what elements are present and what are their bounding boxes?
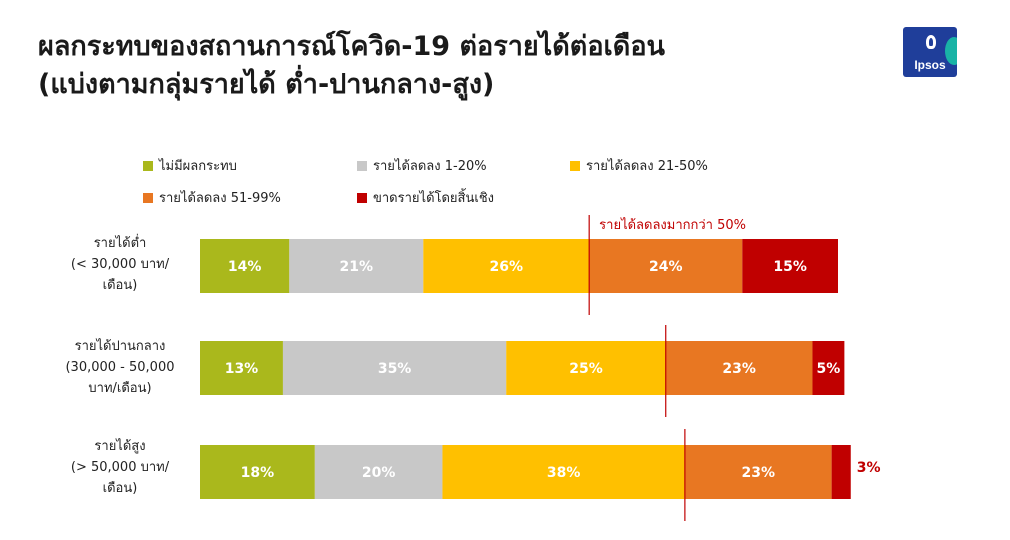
bar-segment-high-income-decrease-51-99 bbox=[684, 445, 832, 499]
data-label-high-income-decrease-51-99: 23% bbox=[741, 465, 775, 481]
bar-segment-high-income-decrease-21-50 bbox=[442, 445, 685, 499]
bar-segment-middle-income-no-income bbox=[812, 341, 845, 395]
category-label-middle-income: รายได้ปานกลาง (30,000 - 50,000 บาท/เดือน… bbox=[65, 339, 175, 396]
legend-swatch bbox=[143, 160, 153, 171]
logo-text: Ipsos bbox=[914, 58, 946, 72]
page-title: ผลกระทบของสถานการณ์โควิด-19 ต่อรายได้ต่อ… bbox=[38, 28, 858, 104]
bar-segment-low-income-decrease-21-50 bbox=[423, 239, 590, 293]
data-label-low-income-decrease-1-20: 21% bbox=[340, 259, 374, 275]
bar-segment-low-income-decrease-1-20 bbox=[289, 239, 424, 293]
legend-item-decrease-1-20: รายได้ลดลง 1-20% bbox=[357, 155, 487, 176]
legend-item-decrease-21-50: รายได้ลดลง 21-50% bbox=[570, 155, 708, 176]
data-label-middle-income-no-impact: 13% bbox=[225, 361, 259, 377]
bar-segment-high-income-decrease-1-20 bbox=[314, 445, 443, 499]
data-label-low-income-no-impact: 14% bbox=[228, 259, 262, 275]
legend-label: รายได้ลดลง 1-20% bbox=[373, 159, 487, 174]
data-label-high-income-no-impact: 18% bbox=[241, 465, 275, 481]
legend-label: รายได้ลดลง 51-99% bbox=[159, 191, 281, 206]
bar-segment-middle-income-decrease-21-50 bbox=[506, 341, 666, 395]
legend-item-decrease-51-99: รายได้ลดลง 51-99% bbox=[143, 187, 281, 208]
bar-segment-high-income-no-impact bbox=[200, 445, 315, 499]
bar-segment-high-income-no-income bbox=[831, 445, 851, 499]
title-line-2: (แบ่งตามกลุ่มรายได้ ต่ำ-ปานกลาง-สูง) bbox=[38, 69, 495, 100]
legend-item-no-impact: ไม่มีผลกระทบ bbox=[143, 155, 237, 176]
title-line-1: ผลกระทบของสถานการณ์โควิด-19 ต่อรายได้ต่อ… bbox=[38, 31, 665, 62]
legend-swatch bbox=[357, 192, 367, 203]
legend-swatch bbox=[143, 192, 153, 203]
data-label-low-income-no-income: 15% bbox=[773, 259, 807, 275]
annotation-label: รายได้ลดลงมากกว่า 50% bbox=[599, 217, 746, 233]
data-label-middle-income-decrease-1-20: 35% bbox=[378, 361, 412, 377]
legend-label: ไม่มีผลกระทบ bbox=[159, 159, 237, 174]
logo-accent-shape bbox=[945, 37, 957, 65]
bar-segment-low-income-no-income bbox=[742, 239, 838, 293]
logo-mark-icon bbox=[926, 35, 936, 49]
ipsos-logo: Ipsos bbox=[903, 27, 957, 77]
bar-segment-middle-income-no-impact bbox=[200, 341, 283, 395]
legend-swatch bbox=[570, 160, 580, 171]
category-label-low-income: รายได้ต่ำ (< 30,000 บาท/ เดือน) bbox=[70, 236, 170, 293]
bar-segment-low-income-no-impact bbox=[200, 239, 290, 293]
data-label-low-income-decrease-21-50: 26% bbox=[489, 259, 523, 275]
legend-label: รายได้ลดลง 21-50% bbox=[586, 159, 708, 174]
bar-segment-low-income-decrease-51-99 bbox=[589, 239, 743, 293]
bar-segment-middle-income-decrease-51-99 bbox=[665, 341, 813, 395]
data-label-high-income-no-income: 3% bbox=[857, 460, 881, 476]
data-label-high-income-decrease-1-20: 20% bbox=[362, 465, 396, 481]
data-label-high-income-decrease-21-50: 38% bbox=[547, 465, 581, 481]
data-label-middle-income-no-income: 5% bbox=[817, 361, 841, 377]
legend-label: ขาดรายได้โดยสิ้นเชิง bbox=[373, 191, 494, 206]
data-label-middle-income-decrease-51-99: 23% bbox=[722, 361, 756, 377]
data-label-middle-income-decrease-21-50: 25% bbox=[569, 361, 603, 377]
bar-segment-middle-income-decrease-1-20 bbox=[282, 341, 507, 395]
legend-item-no-income: ขาดรายได้โดยสิ้นเชิง bbox=[357, 187, 494, 208]
legend-swatch bbox=[357, 160, 367, 171]
category-label-high-income: รายได้สูง (> 50,000 บาท/ เดือน) bbox=[70, 439, 170, 496]
data-label-low-income-decrease-51-99: 24% bbox=[649, 259, 683, 275]
